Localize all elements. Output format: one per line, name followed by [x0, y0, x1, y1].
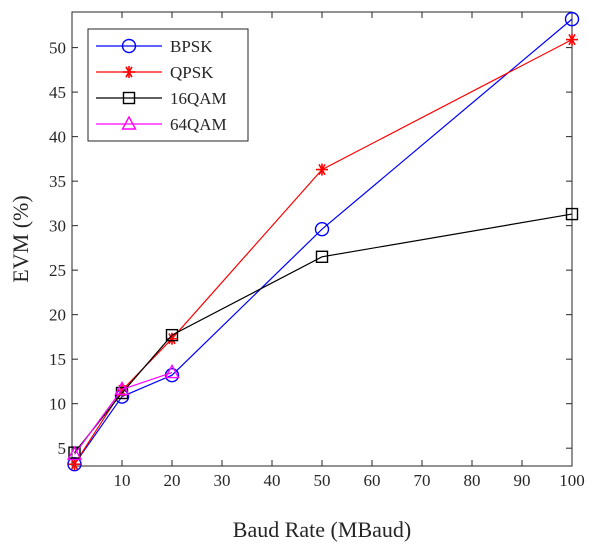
- x-axis: 10 20 30 40 50 60 70 80 90 100: [114, 12, 585, 490]
- data-point-qpsk: [316, 163, 328, 176]
- y-tick-label: 40: [49, 128, 66, 147]
- y-tick-label: 45: [49, 83, 66, 102]
- x-tick-label: 50: [314, 471, 331, 490]
- y-axis-label: EVM (%): [8, 195, 33, 282]
- x-tick-label: 60: [364, 471, 381, 490]
- data-point-64qam: [114, 380, 130, 396]
- data-point-64qam: [164, 364, 180, 379]
- series-line-64qam: [74, 371, 173, 455]
- legend-label: 64QAM: [170, 115, 227, 134]
- legend-marker: [121, 115, 137, 130]
- y-tick-label: 35: [49, 172, 66, 191]
- y-tick-label: 50: [49, 39, 66, 58]
- y-tick-label: 15: [49, 350, 66, 369]
- x-tick-label: 80: [464, 471, 481, 490]
- legend-box: [87, 28, 249, 142]
- legend-label: BPSK: [170, 37, 213, 56]
- data-point-16qam: [565, 207, 579, 221]
- data-point-qpsk: [566, 33, 578, 46]
- y-tick-label: 30: [49, 217, 66, 236]
- legend-item-bpsk: BPSK: [96, 37, 213, 56]
- x-tick-label: 30: [214, 471, 231, 490]
- legend-item-16qam: 16QAM: [96, 89, 227, 108]
- legend-label: 16QAM: [170, 89, 227, 108]
- data-point-16qam: [165, 328, 179, 342]
- data-point-64qam: [66, 445, 83, 461]
- x-axis-label: Baud Rate (MBaud): [233, 517, 411, 542]
- series-16qam: [68, 207, 579, 459]
- legend-item-64qam: 64QAM: [96, 115, 227, 134]
- x-tick-label: 40: [264, 471, 281, 490]
- data-point-qpsk: [68, 458, 81, 471]
- data-point-bpsk: [564, 11, 580, 27]
- data-point-bpsk: [314, 222, 330, 237]
- y-tick-label: 5: [58, 439, 67, 458]
- x-tick-label: 70: [414, 471, 431, 490]
- series-line-bpsk: [74, 18, 573, 465]
- x-tick-label: 100: [559, 471, 585, 490]
- x-tick-label: 10: [114, 471, 131, 490]
- legend: BPSK QPSK 16QAM 64QAM: [87, 28, 249, 142]
- legend-marker: [122, 91, 136, 105]
- y-tick-label: 20: [49, 306, 66, 325]
- data-point-16qam: [315, 250, 329, 264]
- legend-marker: [123, 66, 135, 78]
- x-tick-label: 20: [164, 471, 181, 490]
- series-64qam: [66, 364, 180, 461]
- legend-label: QPSK: [170, 63, 214, 82]
- x-tick-label: 90: [514, 471, 531, 490]
- series-line-16qam: [74, 213, 573, 454]
- legend-item-qpsk: QPSK: [96, 63, 214, 82]
- series-layer: [66, 11, 580, 472]
- y-tick-label: 10: [49, 395, 66, 414]
- y-axis: 5 10 15 20 25 30 35 40 45 50: [49, 39, 572, 458]
- legend-marker: [121, 38, 137, 54]
- y-tick-label: 25: [49, 261, 66, 280]
